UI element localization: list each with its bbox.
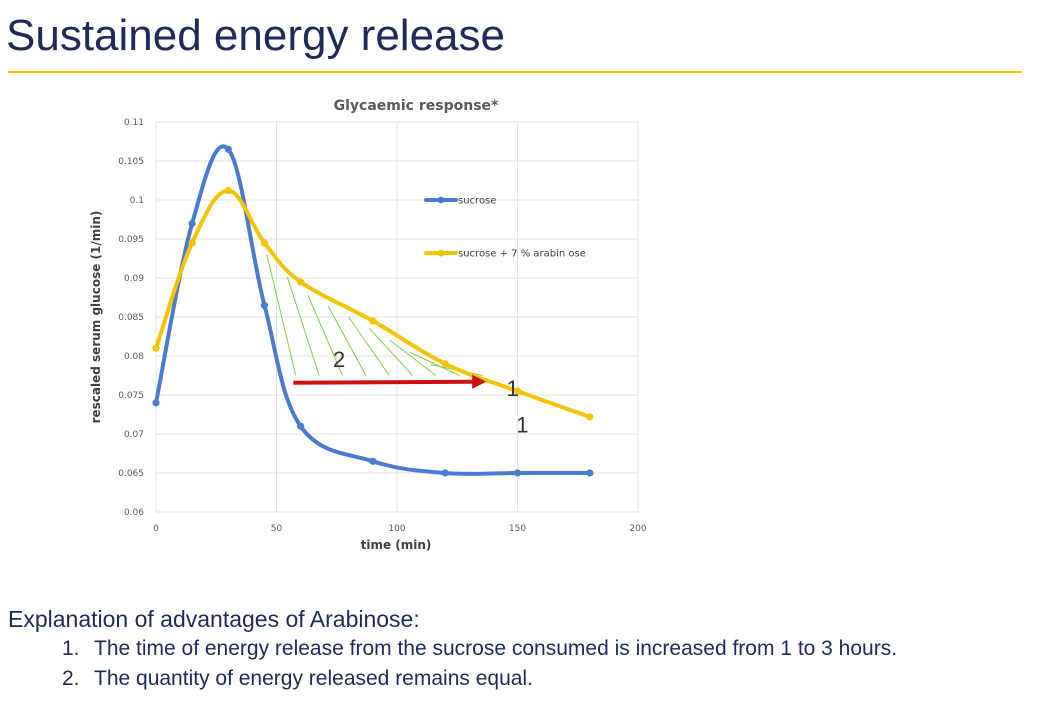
list-item-text: The time of energy release from the sucr… [94,637,898,660]
y-tick-label: 0.105 [118,157,144,167]
sucrose-data-point [586,469,594,477]
area-hatching [266,254,483,376]
y-axis-label: rescaled serum glucose (1/min) [89,211,103,424]
hatch-line [307,294,343,376]
hatch-line [266,254,297,376]
arrow-label-1: 1 [507,376,519,401]
grid-lines [155,121,639,513]
explanation-heading: Explanation of advantages of Arabinose: [8,606,420,632]
y-tick-label: 0.1 [130,196,144,206]
list-item-number: 2. [62,667,80,690]
legend-label-arabinose: sucrose + 7 % arabin ose [458,249,586,260]
sucrose-data-point [513,469,522,477]
sucrose-data-point [224,145,232,153]
annotations: 2 1 1 [293,347,528,437]
glycaemic-response-chart: Glycaemic response* 0.06 0.065 0.07 0.075 0.… [89,98,647,552]
sucrose-data-point [441,469,449,477]
hatch-line [327,305,367,376]
slide-title: Sustained energy release [6,11,505,60]
series-lines [152,144,594,477]
explanation-list: 1. The time of energy release from the s… [8,634,897,694]
x-tick-label: 200 [629,524,646,534]
explanation-section: Explanation of advantages of Arabinose: … [8,604,897,694]
arabinose-data-point [224,187,232,195]
sucrose-data-point [260,301,269,309]
hatch-line [348,316,390,376]
x-axis-label: time (min) [361,538,432,552]
x-tick-label: 0 [153,524,159,534]
arabinose-data-point [260,239,269,247]
red-arrow-head [472,374,487,389]
arabinose-data-point [369,317,377,325]
axis-ticks: 0.060.0650.070.0750.080.0850.090.0950.10… [118,118,647,534]
arabinose-data-point [441,360,449,368]
chart-title: Glycaemic response* [334,98,499,114]
list-item-number: 1. [62,637,80,660]
y-tick-label: 0.085 [118,313,144,323]
sucrose-data-point [152,399,160,407]
hatch-line [410,351,460,376]
list-item: 1. The time of energy release from the s… [8,634,897,664]
y-tick-label: 0.075 [118,391,144,401]
arrow-label-2: 1 [516,412,528,437]
y-tick-label: 0.095 [118,235,144,245]
arabinose-data-point [297,278,305,286]
y-tick-label: 0.06 [124,508,144,518]
hatch-line [368,327,414,376]
y-tick-label: 0.08 [124,352,144,362]
title-divider [8,71,1022,73]
x-tick-label: 150 [509,524,526,534]
x-tick-label: 50 [271,524,283,534]
sucrose-data-point [369,457,377,465]
x-tick-label: 100 [388,524,405,534]
area-label: 2 [333,347,345,372]
legend-marker [437,249,445,257]
list-item-text: The quantity of energy released remains … [94,667,533,690]
y-tick-label: 0.11 [124,118,144,128]
y-tick-label: 0.09 [124,274,144,284]
arabinose-data-point [586,413,594,421]
arabinose-data-point [513,387,522,395]
y-tick-label: 0.07 [124,430,144,440]
legend-marker [437,196,445,204]
red-arrow-shaft [293,379,475,385]
legend-label-sucrose: sucrose [458,196,496,207]
arabinose-data-point [188,239,196,247]
list-item: 2. The quantity of energy released remai… [8,664,897,694]
arabinose-data-point [152,344,160,352]
sucrose-data-point [297,422,305,430]
y-tick-label: 0.065 [118,469,144,479]
hatch-line [389,339,437,376]
hatch-line [286,276,320,376]
sucrose-data-point [188,219,196,227]
legend: sucrose sucrose + 7 % arabin ose [424,196,586,260]
